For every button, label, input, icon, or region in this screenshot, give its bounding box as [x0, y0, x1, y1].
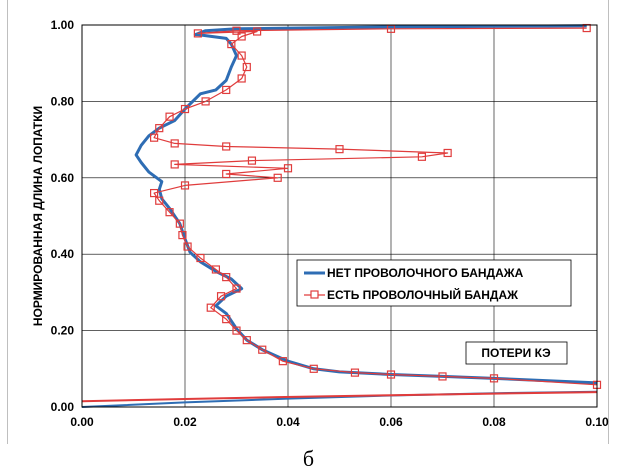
- right-frame-edge: [608, 0, 614, 444]
- y-tick-label: 0.40: [51, 247, 75, 261]
- chart-svg: 0.00 0.02 0.04 0.06 0.08 0.10 0.00 0.20 0.40 0.60…: [31, 18, 609, 429]
- series-line-4: [81, 391, 598, 403]
- legend-marker-series-2: [310, 290, 319, 299]
- x-tick-label: 0.00: [70, 415, 94, 429]
- series-2-marker: [193, 29, 202, 38]
- y-tick-label: 1.00: [51, 18, 75, 32]
- series-2-marker: [232, 284, 241, 293]
- series-2-marker: [180, 181, 190, 190]
- series-2-marker: [206, 303, 215, 312]
- series-2-marker: [222, 169, 231, 179]
- series-layer: [81, 23, 602, 408]
- annotation-box: ПОТЕРИ КЭ: [465, 341, 568, 365]
- series-2-marker: [283, 164, 293, 173]
- series-2-marker: [170, 139, 179, 148]
- ticks: 0.00 0.02 0.04 0.06 0.08 0.10 0.00 0.20 0.40 0.60…: [51, 18, 609, 429]
- legend-label-series-1: НЕТ ПРОВОЛОЧНОГО БАНДАЖА: [327, 266, 524, 280]
- x-tick-label: 0.04: [276, 415, 300, 429]
- series-2-marker: [201, 97, 210, 106]
- y-axis-title: НОРМИРОВАННАЯ ДЛИНА ЛОПАТКИ: [31, 106, 45, 326]
- series-2-marker: [489, 374, 499, 383]
- series-2-marker: [232, 326, 241, 335]
- series-2-marker: [183, 242, 192, 251]
- series-2-marker: [278, 357, 287, 366]
- left-frame-edge: [2, 0, 8, 444]
- series-2-marker: [417, 152, 426, 161]
- y-tick-label: 0.60: [51, 171, 75, 185]
- series-2-marker: [253, 27, 262, 36]
- series-2-marker: [309, 364, 318, 373]
- series-2-marker: [237, 74, 246, 83]
- series-line-2: [153, 27, 598, 386]
- series-2-marker: [350, 368, 360, 377]
- series-2-marker: [242, 336, 251, 345]
- series-line-1: [134, 24, 598, 385]
- series-2-marker: [211, 265, 220, 274]
- series-2-marker: [165, 208, 174, 217]
- y-tick-label: 0.00: [51, 400, 75, 414]
- series-2-marker: [170, 160, 179, 169]
- legend-label-series-2: ЕСТЬ ПРОВОЛОЧНЫЙ БАНДАЖ: [327, 287, 518, 302]
- y-tick-label: 0.80: [51, 94, 75, 108]
- x-tick-label: 0.08: [482, 415, 506, 429]
- series-2-marker: [165, 112, 174, 121]
- plot-border: [81, 24, 598, 408]
- series-2-marker: [232, 26, 241, 35]
- x-tick-label: 0.10: [585, 415, 609, 429]
- series-2-marker: [222, 315, 231, 324]
- series-2-marker: [150, 188, 159, 198]
- series-2-marker: [222, 142, 231, 151]
- series-2-marker: [175, 219, 184, 228]
- series-2-marker: [196, 253, 205, 263]
- series-2-marker: [335, 145, 344, 154]
- series-2-marker: [180, 104, 190, 114]
- series-2-marker: [242, 62, 251, 72]
- annotation-label: ПОТЕРИ КЭ: [481, 346, 551, 360]
- legend-box: [296, 259, 572, 307]
- series-2-marker: [258, 345, 267, 354]
- legend: НЕТ ПРОВОЛОЧНОГО БАНДАЖА ЕСТЬ ПРОВОЛОЧНЫ…: [296, 259, 572, 307]
- x-tick-label: 0.02: [173, 415, 197, 429]
- series-2-marker: [227, 39, 236, 49]
- series-2-marker: [438, 372, 447, 381]
- figure-caption: б: [302, 446, 315, 471]
- annotation-frame: [465, 341, 568, 365]
- series-2-marker: [178, 231, 187, 240]
- x-tick-label: 0.06: [379, 415, 403, 429]
- series-2-marker: [222, 273, 231, 282]
- series-2-marker: [155, 196, 164, 205]
- series-2-marker: [237, 51, 246, 60]
- series-2-marker: [386, 370, 396, 379]
- series-2-marker: [150, 133, 159, 142]
- series-2-marker: [216, 292, 226, 301]
- series-2-marker: [443, 148, 452, 158]
- series-2-marker: [237, 32, 246, 41]
- series-2-marker: [222, 85, 231, 95]
- series-2-marker: [273, 173, 282, 182]
- y-tick-label: 0.20: [51, 324, 75, 338]
- series-2-marker: [155, 124, 164, 133]
- series-2-marker: [247, 156, 257, 165]
